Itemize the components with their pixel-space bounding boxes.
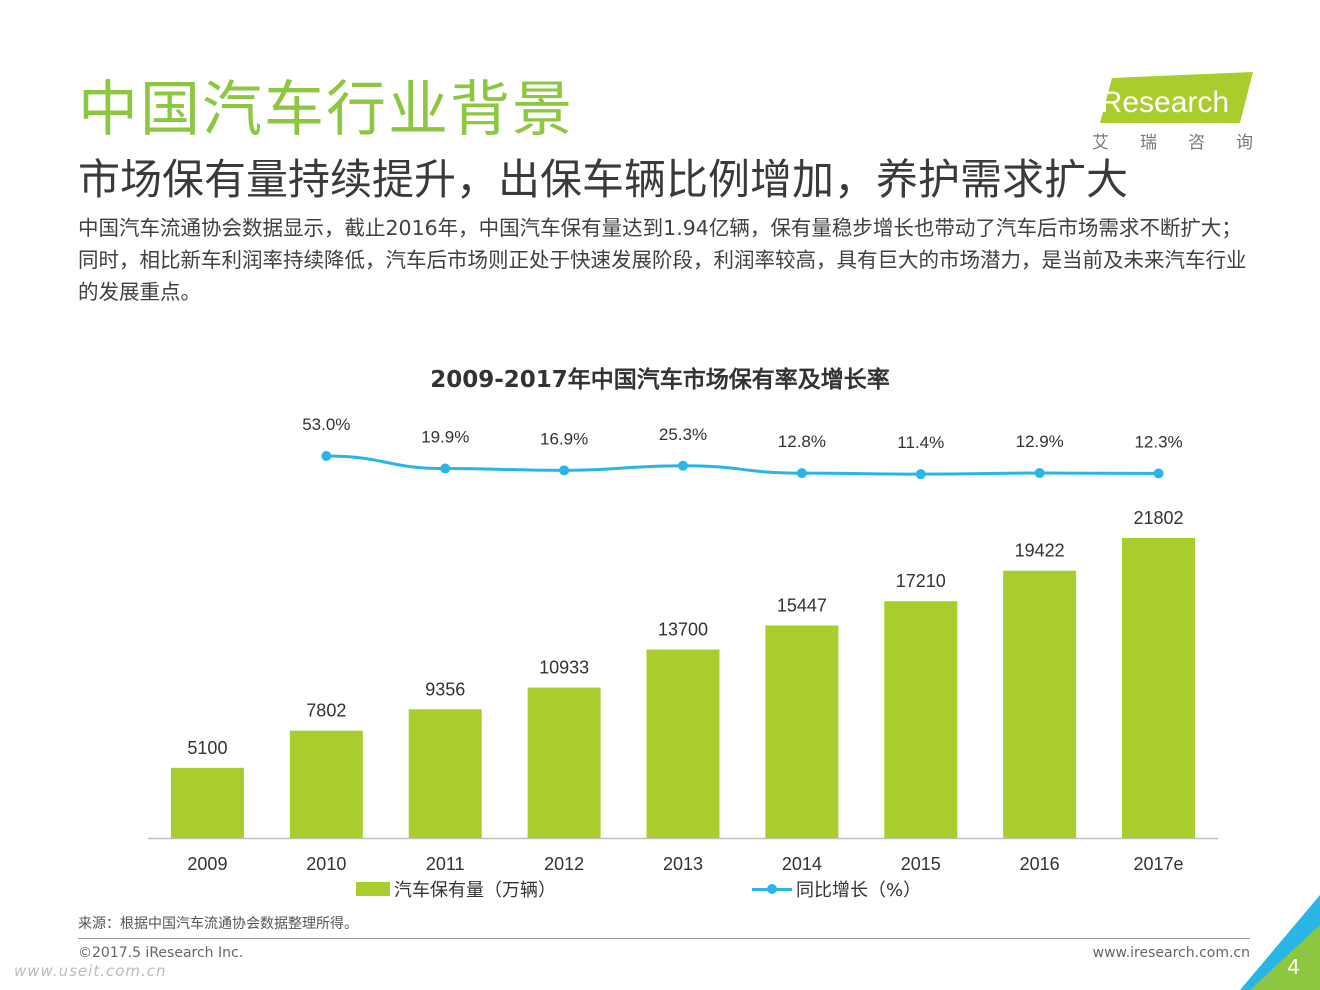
watermark: www.useit.com.cn — [14, 962, 167, 980]
bar-2010 — [289, 730, 363, 838]
legend-item-line: 同比增长（%） — [752, 876, 921, 902]
x-tick-label: 2016 — [1020, 854, 1060, 874]
x-tick-label: 2010 — [306, 854, 346, 874]
bar-value-label: 9356 — [425, 679, 465, 699]
growth-value-label: 11.4% — [897, 433, 944, 452]
growth-point-2016 — [1034, 468, 1045, 479]
growth-value-label: 25.3% — [659, 425, 707, 444]
corner-green-shape — [1250, 925, 1320, 990]
growth-line — [326, 454, 1159, 476]
bar-2013 — [646, 649, 720, 838]
growth-point-2017e — [1153, 468, 1164, 479]
page-title: 中国汽车行业背景 — [78, 75, 574, 145]
corner-decoration — [1240, 895, 1320, 990]
bar-2016 — [1003, 570, 1077, 838]
legend-bar-swatch — [356, 882, 390, 896]
growth-value-label: 19.9% — [421, 428, 469, 447]
x-tick-label: 2014 — [782, 854, 822, 874]
bar-value-label: 13700 — [658, 619, 708, 639]
bar-value-label: 19422 — [1015, 541, 1065, 561]
footer-divider — [78, 938, 1250, 939]
growth-value-label: 16.9% — [540, 429, 588, 448]
x-tick-label: 2015 — [901, 854, 941, 874]
bar-2014 — [765, 625, 839, 838]
logo-brand-text: iResearch — [1094, 86, 1229, 119]
chart-title: 2009-2017年中国汽车市场保有率及增长率 — [430, 367, 890, 393]
body-paragraph-1: 中国汽车流通协会数据显示，截止2016年，中国汽车保有量达到1.94亿辆，保有量… — [78, 216, 1242, 240]
growth-value-label: 53.0% — [302, 415, 350, 434]
growth-point-2015 — [915, 469, 926, 480]
legend-line-label: 同比增长（%） — [796, 880, 922, 901]
growth-point-2012 — [559, 465, 570, 476]
legend-bar-label: 汽车保有量（万辆） — [394, 880, 556, 901]
growth-point-2010 — [321, 451, 332, 461]
growth-value-label: 12.3% — [1134, 432, 1182, 451]
logo-chinese-name: 艾瑞咨询 — [1092, 133, 1284, 153]
logo-banner-shape — [1100, 72, 1253, 123]
x-tick-label: 2017e — [1134, 854, 1184, 874]
growth-point-2014 — [796, 468, 807, 479]
bar-value-label: 17210 — [896, 571, 946, 591]
legend-line-swatch — [752, 881, 792, 897]
iresearch-logo: iResearch — [1094, 72, 1253, 123]
bar-2011 — [408, 709, 482, 838]
body-text: 中国汽车流通协会数据显示，截止2016年，中国汽车保有量达到1.94亿辆，保有量… — [78, 212, 1258, 308]
x-tick-label: 2011 — [426, 854, 465, 874]
body-paragraph-2: 同时，相比新车利润率持续降低，汽车后市场则正处于快速发展阶段，利润率较高，具有巨… — [78, 248, 1247, 304]
bar-2009 — [170, 767, 244, 838]
bar-value-label: 15447 — [777, 595, 827, 615]
x-tick-label: 2013 — [663, 854, 703, 874]
page-number: 4 — [1287, 955, 1300, 979]
bar-value-label: 10933 — [539, 658, 589, 678]
legend-item-bar: 汽车保有量（万辆） — [356, 876, 556, 902]
growth-point-2013 — [678, 460, 688, 471]
bar-value-label: 21802 — [1134, 508, 1184, 528]
copyright: ©2017.5 iResearch Inc. — [78, 945, 244, 961]
bar-value-label: 7802 — [306, 701, 346, 721]
bar-value-label: 5100 — [187, 738, 227, 758]
x-tick-label: 2012 — [544, 854, 584, 874]
page-subtitle: 市场保有量持续提升，出保车辆比例增加，养护需求扩大 — [78, 155, 1129, 204]
bar-2015 — [884, 601, 958, 838]
website-link[interactable]: www.iresearch.com.cn — [1092, 945, 1250, 961]
growth-value-label: 12.8% — [778, 432, 826, 451]
x-tick-label: 2009 — [187, 854, 227, 874]
growth-value-label: 12.9% — [1016, 432, 1064, 451]
source-note: 来源：根据中国汽车流通协会数据整理所得。 — [78, 916, 358, 932]
bar-2017e — [1122, 538, 1196, 838]
bar-2012 — [527, 687, 601, 838]
growth-point-2011 — [440, 463, 451, 474]
